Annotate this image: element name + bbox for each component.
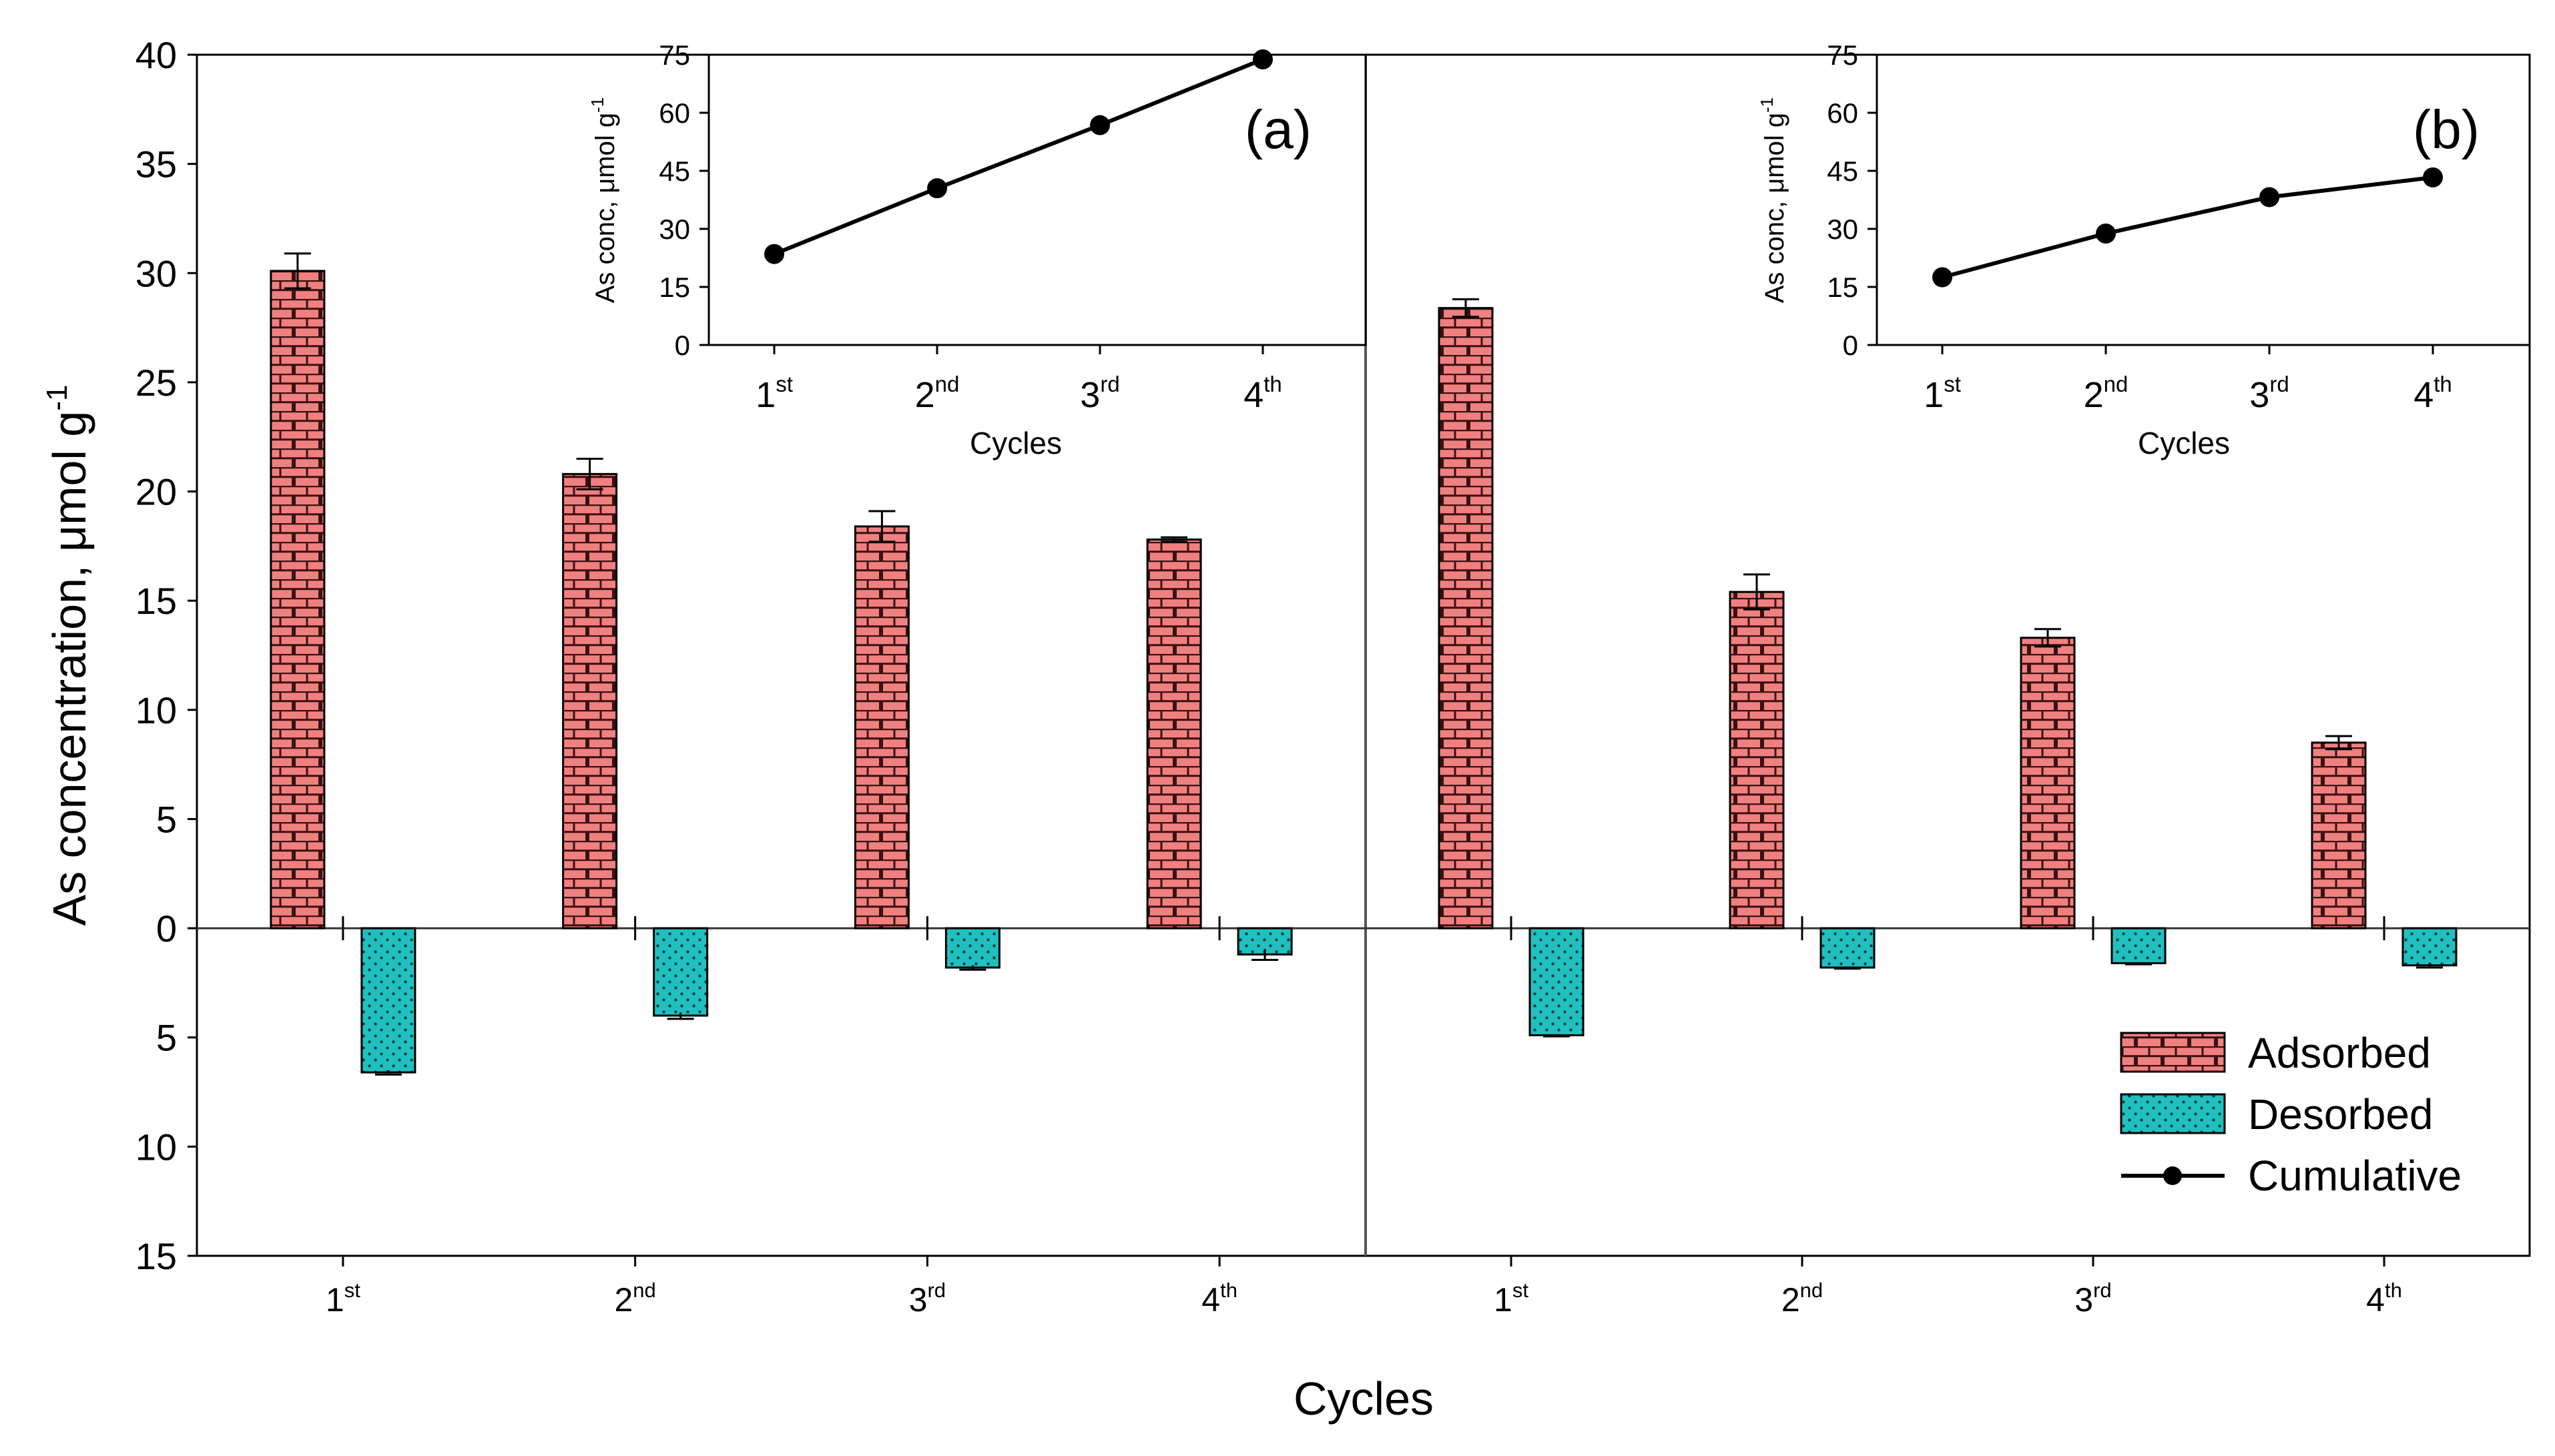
x-tick-label: 2nd [614,1279,655,1319]
inset-y-tick-label: 30 [659,214,690,245]
x-tick-label: 4th [2366,1279,2402,1319]
y-tick-label: 5 [156,798,177,840]
inset-x-tick-label: 1st [1924,372,1961,415]
legend-label: Desorbed [2248,1090,2434,1138]
cumulative-point [1253,49,1273,69]
legend-label: Cumulative [2248,1152,2462,1200]
y-tick-label: 0 [156,907,177,950]
x-tick-label: 3rd [2074,1279,2111,1319]
inset-frame [1876,53,2531,346]
y-tick-label: 25 [135,362,177,404]
cumulative-point [927,178,947,199]
inset-x-axis-title: Cycles [970,426,1062,460]
cumulative-line [773,57,1264,256]
y-axis-title: As concentration, μmol g-1 [41,385,95,926]
y-tick-label: 15 [135,580,177,622]
desorbed-bar [2401,927,2458,967]
x-axis-title: Cycles [1294,1373,1434,1425]
inset-y-tick-label: 30 [1827,214,1858,245]
cumulative-point [764,244,784,264]
legend-item-desorbed: Desorbed [2120,1090,2434,1138]
inset-y-tick-label: 75 [1827,39,1858,71]
legend-swatch [2120,1032,2226,1073]
adsorbed-bar [854,525,910,930]
cumulative-point [1932,267,1952,288]
inset-x-axis-title: Cycles [2138,426,2230,460]
inset-x-tick-label: 4th [1243,372,1282,415]
y-tick-label: 10 [135,689,177,731]
adsorbed-bar [1438,307,1494,930]
inset-y-tick-label: 60 [1827,97,1858,129]
inset-y-tick-label: 45 [659,155,690,187]
inset-y-tick-label: 15 [1827,272,1858,303]
axis-titles: Cycles As concentration, μmol g-1 [41,385,1434,1425]
y-tick-label: 20 [135,471,177,513]
x-tick-label: 2nd [1781,1279,1823,1319]
cumulative-point [2096,223,2116,244]
inset-y-tick-label: 60 [659,97,690,129]
adsorbed-bar [1729,591,1785,930]
inset-y-axis-title: As conc, μmol g-1 [1757,97,1789,304]
desorbed-bar [944,927,1001,969]
cumulative-point [2259,187,2279,208]
inset-x-tick-label: 3rd [1080,372,1119,415]
inset-chart: 75 60 45 30 15 0 1st 2nd 3rd 4th Cycles As conc, μm… [587,39,1367,460]
inset-frame [707,53,1367,346]
inset-x-tick-label: 2nd [2084,372,2128,415]
desorbed-bar [360,927,416,1074]
panel-b: 1st 2nd 3rd 4th 75 60 45 30 15 0 1st 2nd 3rd 4th Cycle… [1438,39,2531,1319]
legend: Adsorbed Desorbed Cumulative [2120,1029,2462,1200]
y-tick-label: 40 [135,34,177,76]
panel-a: 1st 2nd 3rd 4th 75 60 45 30 15 0 1st 2nd 3rd 4th Cycle… [270,39,1367,1319]
legend-item-adsorbed: Adsorbed [2120,1029,2431,1077]
inset-chart: 75 60 45 30 15 0 1st 2nd 3rd 4th Cycles As conc, μm… [1757,39,2531,460]
y-tick-label: 30 [135,252,177,294]
desorbed-bar [1819,927,1876,969]
desorbed-bar [2110,927,2167,964]
x-tick-label: 1st [326,1279,360,1319]
panel-label: (b) [2413,99,2480,160]
legend-swatch [2120,1093,2226,1134]
cumulative-line [1942,175,2434,280]
inset-y-tick-label: 15 [659,272,690,303]
inset-x-tick-label: 1st [756,372,793,415]
inset-y-tick-label: 0 [675,330,690,361]
y-tick-label: 35 [135,143,177,186]
cumulative-point [1090,115,1110,135]
x-tick-label: 4th [1201,1279,1237,1319]
x-tick-label: 3rd [909,1279,946,1319]
adsorbed-bar [562,472,618,930]
adsorbed-bar [2020,637,2076,930]
inset-x-tick-label: 3rd [2249,372,2289,415]
cumulative-point [2423,167,2443,188]
inset-y-axis-title: As conc, μmol g-1 [587,97,620,304]
legend-label: Adsorbed [2248,1029,2431,1077]
panels: 1st 2nd 3rd 4th 75 60 45 30 15 0 1st 2nd 3rd 4th Cycle… [270,39,2531,1319]
y-tick-label: 15 [135,1235,177,1277]
inset-x-tick-label: 2nd [915,372,960,415]
inset-y-tick-label: 45 [1827,155,1858,187]
legend-item-cumulative: Cumulative [2121,1152,2462,1200]
inset-y-tick-label: 75 [659,39,690,71]
legend-marker [2163,1166,2182,1185]
inset-y-tick-label: 0 [1843,330,1858,361]
adsorbed-bar [2311,741,2367,930]
desorbed-bar [653,927,709,1017]
desorbed-bar [1528,927,1585,1036]
adsorbed-bar [1146,538,1202,930]
inset-x-tick-label: 4th [2414,372,2452,415]
y-tick-label: 5 [156,1017,177,1059]
panel-label: (a) [1245,99,1312,160]
adsorbed-bar [270,270,326,930]
x-tick-label: 1st [1494,1279,1528,1319]
y-tick-label: 10 [135,1126,177,1168]
y-axis: 40 35 30 25 20 15 10 5 0 5 10 15 [135,34,197,1277]
